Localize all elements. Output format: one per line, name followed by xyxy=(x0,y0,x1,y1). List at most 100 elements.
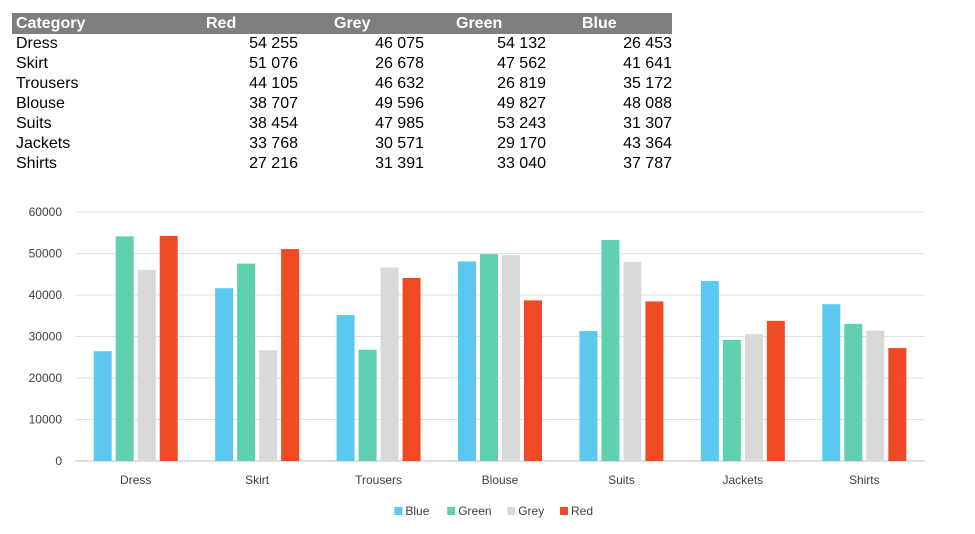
table-cell-category: Blouse xyxy=(16,95,65,112)
table-row: Jackets 33 768 30 571 29 170 43 364 xyxy=(12,134,672,154)
table-cell-value: 46 075 xyxy=(375,35,424,52)
table-cell-value: 44 105 xyxy=(249,75,298,92)
x-tick-label: Jackets xyxy=(723,473,764,487)
bars xyxy=(93,235,907,461)
header-red: Red xyxy=(168,13,298,34)
bar-green-shirts xyxy=(844,323,863,461)
bar-blue-jackets xyxy=(700,281,719,461)
y-tick-label: 60000 xyxy=(29,205,63,219)
table-row: Dress 54 255 46 075 54 132 26 453 xyxy=(12,34,672,54)
bar-red-trousers xyxy=(402,277,421,461)
bar-green-skirt xyxy=(237,263,256,461)
legend-swatch-green xyxy=(447,507,456,515)
bar-blue-shirts xyxy=(822,304,841,461)
table-cell-value: 53 243 xyxy=(497,115,546,132)
table-cell-value: 49 596 xyxy=(375,95,424,112)
x-tick-label: Dress xyxy=(120,473,151,487)
bar-grey-blouse xyxy=(502,255,520,461)
table-cell-value: 51 076 xyxy=(249,55,298,72)
header-blue: Blue xyxy=(546,13,672,34)
legend-label-grey: Grey xyxy=(518,504,544,518)
legend-swatch-grey xyxy=(507,507,516,515)
bar-red-jackets xyxy=(766,320,785,461)
legend-label-green: Green xyxy=(458,504,491,518)
table-cell-value: 54 132 xyxy=(497,35,546,52)
table-cell-value: 33 768 xyxy=(249,135,298,152)
bar-blue-skirt xyxy=(215,288,234,461)
bar-blue-trousers xyxy=(336,315,355,461)
table-row: Skirt 51 076 26 678 47 562 41 641 xyxy=(12,54,672,74)
table-cell-category: Jackets xyxy=(16,135,71,152)
bar-red-dress xyxy=(159,235,178,461)
data-table: Category Red Grey Green Blue Dress 54 255… xyxy=(12,13,672,174)
x-axis: Dress Skirt Trousers Blouse Suits Jackets Shir… xyxy=(120,473,880,487)
table-cell-value: 26 453 xyxy=(623,35,672,52)
table-header-row: Category Red Grey Green Blue xyxy=(12,13,672,34)
header-green: Green xyxy=(424,13,546,34)
table-cell-value: 37 787 xyxy=(623,155,672,172)
table-cell-value: 54 255 xyxy=(249,35,298,52)
table-cell-value: 43 364 xyxy=(623,135,672,152)
bar-grey-jackets xyxy=(744,334,763,461)
table-cell-value: 31 391 xyxy=(375,155,424,172)
table-cell-value: 26 678 xyxy=(375,55,424,72)
table-cell-value: 26 819 xyxy=(497,75,546,92)
x-tick-label: Suits xyxy=(608,473,635,487)
table-cell-value: 47 562 xyxy=(497,55,546,72)
legend-swatch-red xyxy=(560,507,568,515)
y-tick-label: 40000 xyxy=(29,288,63,302)
table-cell-category: Trousers xyxy=(16,75,79,92)
bar-blue-dress xyxy=(93,351,112,461)
bar-blue-blouse xyxy=(458,261,476,461)
bar-green-suits xyxy=(601,240,620,461)
table-cell-category: Skirt xyxy=(16,55,48,72)
table-row: Shirts 27 216 31 391 33 040 37 787 xyxy=(12,154,672,174)
bar-grey-skirt xyxy=(259,350,278,461)
table-cell-value: 41 641 xyxy=(623,55,672,72)
bar-grey-suits xyxy=(623,261,642,461)
bar-red-blouse xyxy=(524,300,542,461)
y-tick-label: 30000 xyxy=(29,330,63,344)
table-row: Suits 38 454 47 985 53 243 31 307 xyxy=(12,114,672,134)
bar-red-suits xyxy=(645,301,664,461)
table-cell-value: 29 170 xyxy=(497,135,546,152)
bar-red-shirts xyxy=(888,348,907,461)
bar-green-jackets xyxy=(722,339,741,461)
x-tick-label: Blouse xyxy=(482,473,519,487)
bar-grey-shirts xyxy=(866,330,885,461)
bar-grey-trousers xyxy=(380,267,399,461)
table-cell-value: 35 172 xyxy=(623,75,672,92)
table-cell-value: 46 632 xyxy=(375,75,424,92)
gridlines xyxy=(75,211,925,462)
table-cell-value: 47 985 xyxy=(375,115,424,132)
table-cell-value: 48 088 xyxy=(623,95,672,112)
y-tick-label: 50000 xyxy=(29,247,63,261)
legend-label-red: Red xyxy=(571,504,593,518)
table-cell-value: 27 216 xyxy=(249,155,298,172)
bar-green-dress xyxy=(115,236,134,461)
y-axis: 60000 50000 40000 30000 20000 10000 0 xyxy=(29,205,63,468)
header-category: Category xyxy=(12,13,168,34)
legend: Blue Green Grey Red xyxy=(394,504,593,518)
bar-red-skirt xyxy=(281,249,300,461)
table-cell-value: 33 040 xyxy=(497,155,546,172)
table-row: Trousers 44 105 46 632 26 819 35 172 xyxy=(12,74,672,94)
y-tick-label: 20000 xyxy=(29,371,63,385)
table-row: Blouse 38 707 49 596 49 827 48 088 xyxy=(12,94,672,114)
x-tick-label: Shirts xyxy=(849,473,880,487)
table-cell-value: 38 707 xyxy=(249,95,298,112)
table-cell-category: Suits xyxy=(16,115,52,132)
header-grey: Grey xyxy=(298,13,424,34)
x-tick-label: Trousers xyxy=(355,473,402,487)
legend-label-blue: Blue xyxy=(405,504,429,518)
table-cell-value: 30 571 xyxy=(375,135,424,152)
table-cell-value: 38 454 xyxy=(249,115,298,132)
table-cell-category: Dress xyxy=(16,35,58,52)
table-body: Dress 54 255 46 075 54 132 26 453 Skirt 51 076… xyxy=(12,34,672,174)
bar-green-blouse xyxy=(480,254,498,461)
table-cell-value: 31 307 xyxy=(623,115,672,132)
table-cell-value: 49 827 xyxy=(497,95,546,112)
y-tick-label: 10000 xyxy=(29,413,63,427)
bar-green-trousers xyxy=(358,349,377,461)
